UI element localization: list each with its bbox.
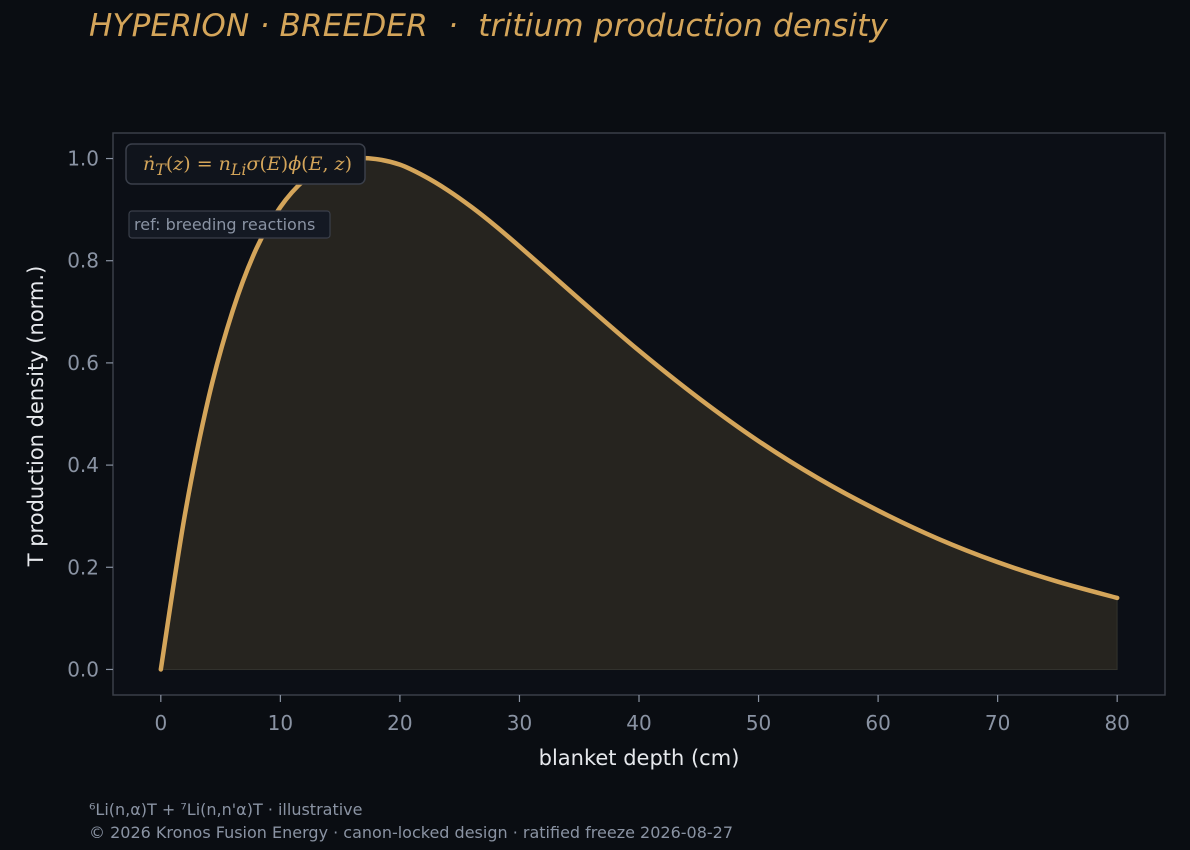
x-tick-label: 30 [507, 711, 532, 735]
series-line [158, 155, 1120, 672]
x-tick-label: 60 [865, 711, 890, 735]
x-tick-label: 10 [268, 711, 293, 735]
y-tick-label: 0.2 [67, 555, 99, 579]
footer-note: ⁶Li(n,α)T + ⁷Li(n,n'α)T · illustrative [89, 800, 363, 819]
x-tick-label: 50 [746, 711, 771, 735]
footer-copyright: © 2026 Kronos Fusion Energy · canon-lock… [89, 823, 734, 842]
reference-annotation-box [128, 210, 331, 239]
x-tick-label: 20 [387, 711, 412, 735]
formula-annotation-box [125, 143, 366, 185]
reference-annotation: ref: breeding reactions [134, 215, 315, 234]
x-tick-label: 40 [626, 711, 651, 735]
x-tick-label: 80 [1104, 711, 1129, 735]
y-tick-label: 1.0 [67, 147, 99, 171]
formula-annotation: ṅT(z) = nLiσ(E)ϕ(E, z) [143, 153, 352, 179]
y-tick-label: 0.6 [67, 351, 99, 375]
y-axis-label: T production density (norm.) [24, 266, 48, 568]
y-tick-label: 0.0 [67, 657, 99, 681]
x-tick-label: 70 [985, 711, 1010, 735]
y-tick-label: 0.4 [67, 453, 99, 477]
formula-text: ṅT(z) = nLiσ(E)ϕ(E, z) [143, 153, 352, 179]
chart-title: HYPERION · BREEDER · tritium production … [89, 8, 889, 44]
x-tick-label: 0 [154, 711, 167, 735]
y-tick-label: 0.8 [67, 249, 99, 273]
x-axis-label: blanket depth (cm) [539, 746, 740, 770]
